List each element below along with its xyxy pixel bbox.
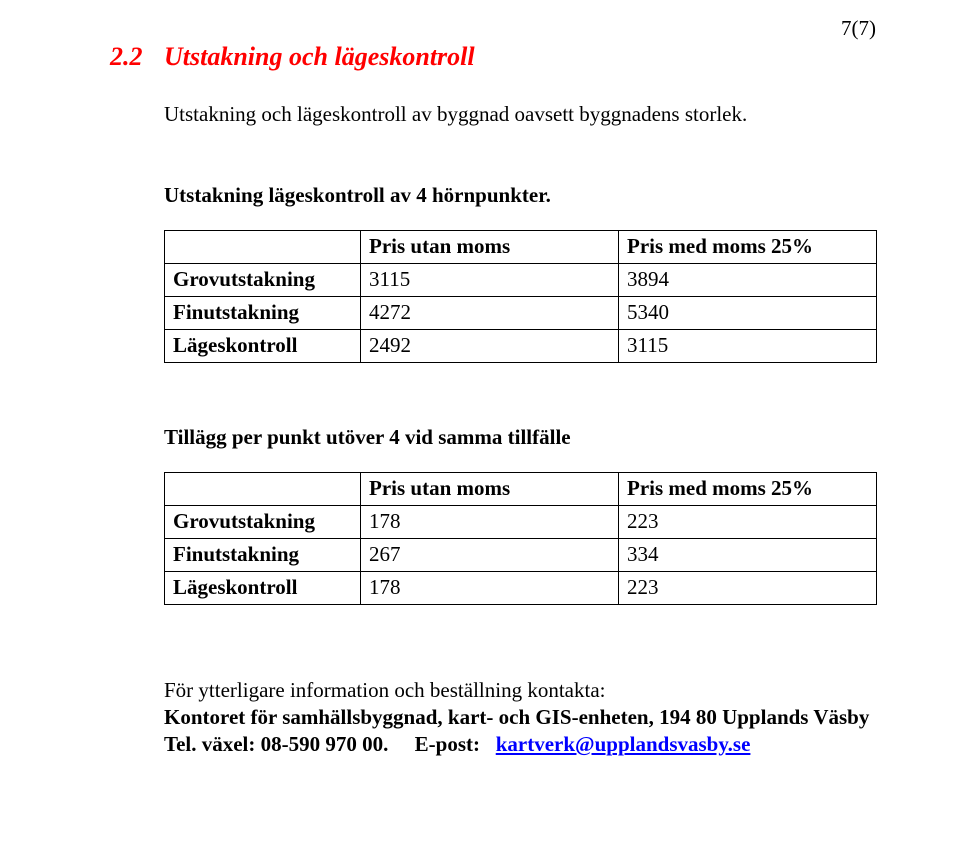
table-row-label: Lägeskontroll <box>165 330 361 363</box>
table-row: Pris utan moms Pris med moms 25% <box>165 231 877 264</box>
footer-email-label: E-post: <box>415 732 480 756</box>
document-page: 7(7) 2.2 Utstakning och lägeskontroll Ut… <box>0 0 960 861</box>
table-header-cell: Pris med moms 25% <box>619 231 877 264</box>
table-cell: 178 <box>361 506 619 539</box>
table-cell <box>165 473 361 506</box>
table-row-label: Lägeskontroll <box>165 572 361 605</box>
section-intro: Utstakning och lägeskontroll av byggnad … <box>164 102 876 127</box>
table-cell: 3894 <box>619 264 877 297</box>
table2-heading: Tillägg per punkt utöver 4 vid samma til… <box>164 425 876 450</box>
table-row: Lägeskontroll 2492 3115 <box>165 330 877 363</box>
table-row: Grovutstakning 178 223 <box>165 506 877 539</box>
table-cell: 4272 <box>361 297 619 330</box>
table-cell: 3115 <box>361 264 619 297</box>
footer-line2: Kontoret för samhällsbyggnad, kart- och … <box>164 704 876 731</box>
table-cell: 267 <box>361 539 619 572</box>
table-row-label: Finutstakning <box>165 297 361 330</box>
table-row-label: Finutstakning <box>165 539 361 572</box>
table-cell: 3115 <box>619 330 877 363</box>
table-row: Grovutstakning 3115 3894 <box>165 264 877 297</box>
table-row: Pris utan moms Pris med moms 25% <box>165 473 877 506</box>
table-header-cell: Pris utan moms <box>361 231 619 264</box>
table-row: Lägeskontroll 178 223 <box>165 572 877 605</box>
footer-email-link[interactable]: kartverk@upplandsvasby.se <box>496 732 751 756</box>
page-number: 7(7) <box>841 16 876 41</box>
footer-contact-line: Tel. växel: 08-590 970 00. E-post: kartv… <box>164 731 876 758</box>
table-cell: 178 <box>361 572 619 605</box>
table-row-label: Grovutstakning <box>165 506 361 539</box>
pricing-table-2: Pris utan moms Pris med moms 25% Grovuts… <box>164 472 877 605</box>
footer-line1: För ytterligare information och beställn… <box>164 677 876 704</box>
table-cell: 334 <box>619 539 877 572</box>
table-row: Finutstakning 267 334 <box>165 539 877 572</box>
table-cell: 2492 <box>361 330 619 363</box>
table-row: Finutstakning 4272 5340 <box>165 297 877 330</box>
pricing-table-1: Pris utan moms Pris med moms 25% Grovuts… <box>164 230 877 363</box>
section-number: 2.2 <box>110 42 164 72</box>
table-cell: 5340 <box>619 297 877 330</box>
table-cell <box>165 231 361 264</box>
table-row-label: Grovutstakning <box>165 264 361 297</box>
footer-info: För ytterligare information och beställn… <box>164 677 876 758</box>
table-cell: 223 <box>619 506 877 539</box>
table-header-cell: Pris utan moms <box>361 473 619 506</box>
table1-heading: Utstakning lägeskontroll av 4 hörnpunkte… <box>164 183 876 208</box>
table-header-cell: Pris med moms 25% <box>619 473 877 506</box>
section-title: Utstakning och lägeskontroll <box>164 42 475 72</box>
footer-tel: Tel. växel: 08-590 970 00. <box>164 732 388 756</box>
section-heading: 2.2 Utstakning och lägeskontroll <box>110 42 876 72</box>
table-cell: 223 <box>619 572 877 605</box>
